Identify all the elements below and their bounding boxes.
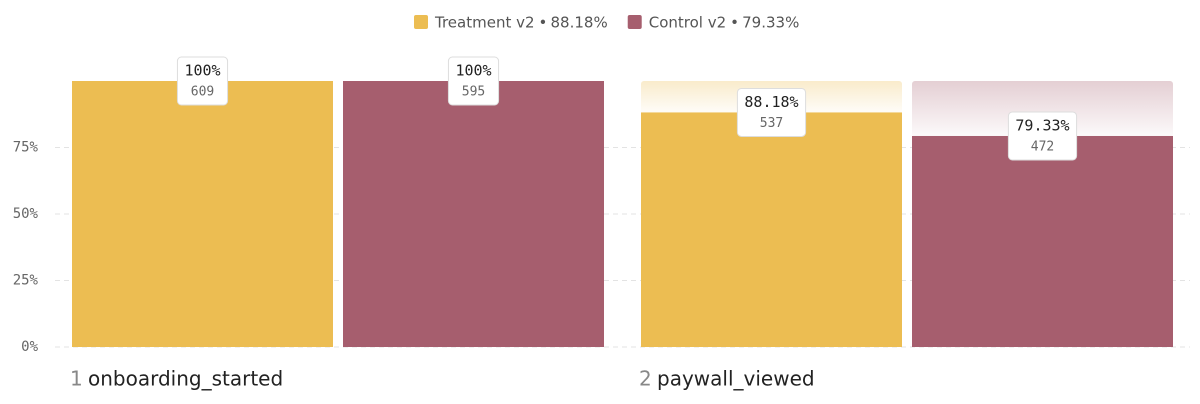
bar (912, 135, 1173, 347)
value-label: 100% (455, 62, 491, 80)
count-label: 595 (462, 85, 485, 100)
step-number: 2 (639, 367, 652, 391)
count-label: 537 (760, 116, 783, 131)
y-tick-label: 50% (13, 206, 39, 222)
legend-swatch (414, 15, 428, 29)
y-tick-label: 0% (21, 339, 38, 355)
value-label-box (736, 87, 807, 137)
legend-value: 88.18% (551, 14, 608, 32)
value-label: 100% (184, 62, 220, 80)
step-name: onboarding_started (88, 367, 283, 391)
value-label-box (176, 56, 229, 106)
legend-separator: • (730, 14, 739, 32)
legend-swatch (627, 15, 642, 29)
value-label: 88.18% (744, 93, 798, 111)
bar (72, 81, 333, 347)
value-label-box (447, 56, 500, 106)
y-tick-label: 25% (13, 273, 39, 289)
legend-separator: • (539, 14, 548, 32)
step-name: paywall_viewed (657, 367, 815, 391)
bar (343, 81, 604, 347)
value-label-box (1007, 111, 1078, 161)
y-tick-label: 75% (13, 140, 39, 156)
step-number: 1 (70, 367, 83, 391)
count-label: 472 (1031, 139, 1054, 154)
ghost-bar (912, 81, 1173, 137)
count-label: 609 (191, 85, 214, 100)
bar (641, 112, 902, 348)
value-label: 79.33% (1015, 116, 1069, 134)
legend-label: Control v2 (649, 14, 726, 32)
legend-label: Treatment v2 (434, 14, 535, 32)
legend-value: 79.33% (742, 14, 799, 32)
